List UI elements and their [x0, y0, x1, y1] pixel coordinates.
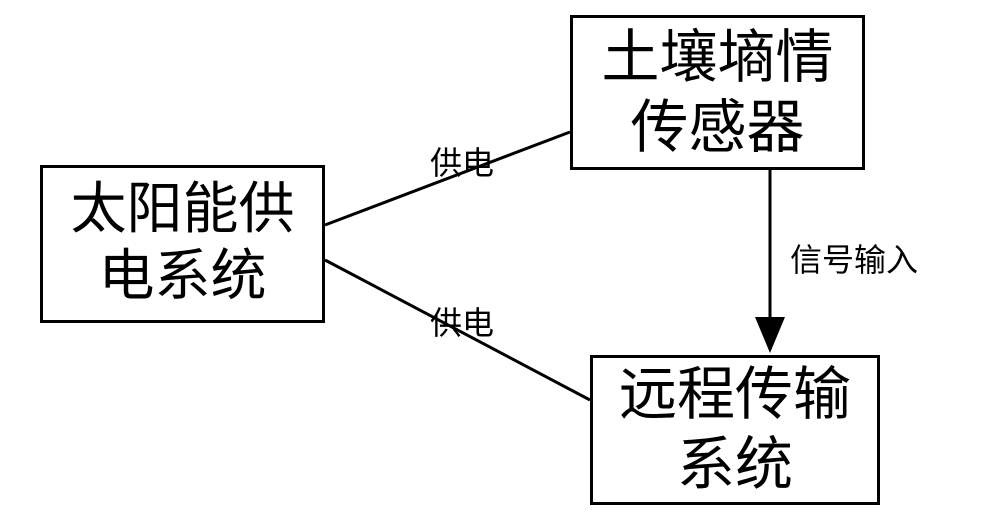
edge-label-power-2: 供电	[430, 298, 494, 344]
node-remote-line2: 系统	[619, 430, 851, 500]
node-sensor-line2: 传感器	[601, 93, 833, 163]
node-solar-line2: 电系统	[71, 244, 295, 311]
node-remote-transmission-system: 远程传输 系统	[590, 355, 880, 505]
node-soil-moisture-sensor: 土壤墒情 传感器	[570, 15, 865, 170]
node-sensor-line1: 土壤墒情	[601, 23, 833, 93]
node-remote-line1: 远程传输	[619, 360, 851, 430]
edge-label-power-1: 供电	[430, 138, 494, 184]
node-solar-power-system: 太阳能供 电系统	[40, 165, 325, 323]
edge-label-signal-input: 信号输入	[790, 235, 918, 281]
node-solar-line1: 太阳能供	[71, 177, 295, 244]
